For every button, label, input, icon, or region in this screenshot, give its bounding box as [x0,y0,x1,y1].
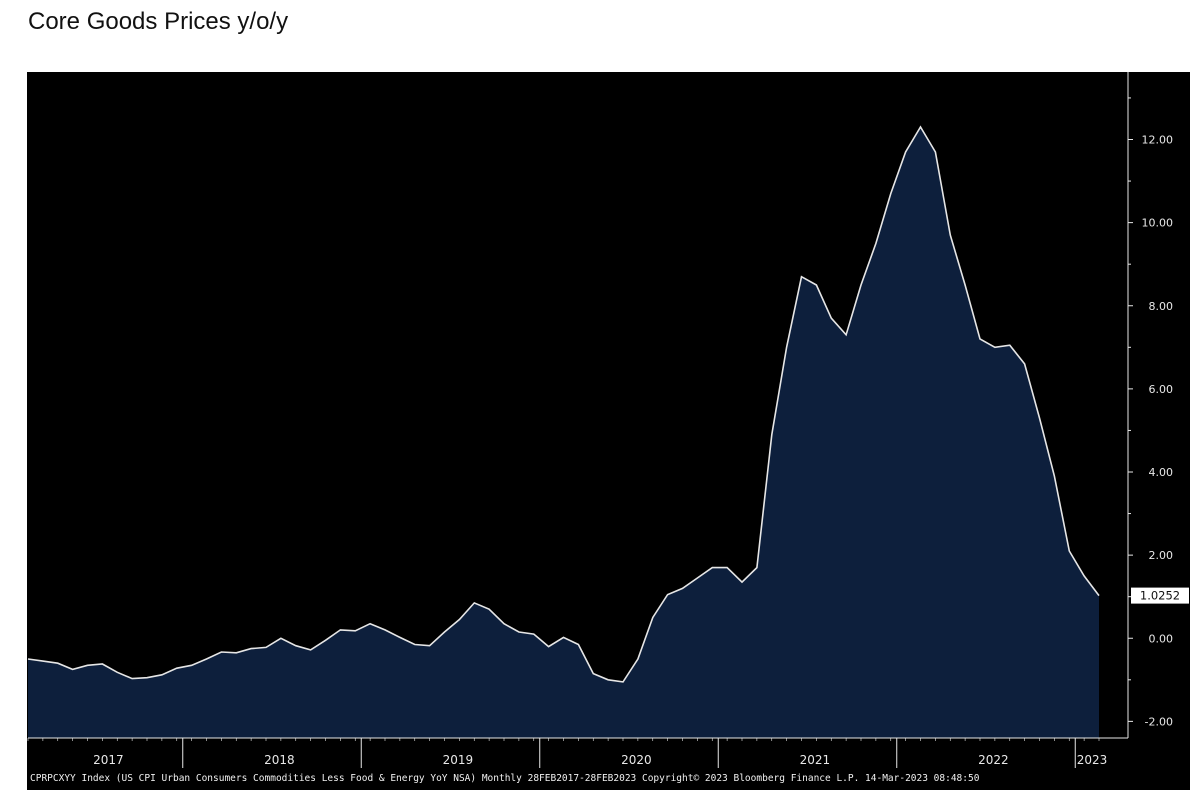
data-point [1068,550,1070,552]
data-point [295,645,297,647]
data-point [369,623,371,625]
data-point [756,567,758,569]
y-tick-label: 2.00 [1149,549,1174,562]
data-point [979,338,981,340]
chart-footer: CPRPCXYY Index (US CPI Urban Consumers C… [30,773,980,784]
last-value-marker: 1.0252 [1131,587,1189,604]
data-point [354,630,356,632]
data-point [429,645,431,647]
series-line [27,125,1100,683]
data-point [87,664,89,666]
data-point [444,631,446,633]
data-point [622,681,624,683]
y-tick-label: 12.00 [1142,134,1174,147]
data-point [1083,575,1085,577]
data-point [1009,344,1011,346]
x-year-label: 2017 [93,753,124,767]
y-tick-label: 0.00 [1149,632,1174,645]
data-point [310,649,312,651]
x-year-label: 2019 [443,753,474,767]
page-title: Core Goods Prices y/o/y [28,8,289,35]
data-point [830,317,832,319]
data-point [860,284,862,286]
x-year-label: 2022 [978,753,1009,767]
data-point [325,639,327,641]
data-point [994,346,996,348]
data-point [682,587,684,589]
data-point [637,658,639,660]
data-point [250,648,252,650]
y-tick-label: -2.00 [1145,715,1173,728]
data-point [607,679,609,681]
x-year-label: 2018 [264,753,295,767]
data-point [696,577,698,579]
data-point [786,346,788,348]
data-point [473,602,475,604]
x-year-label: 2021 [800,753,831,767]
data-point [384,629,386,631]
y-tick-label: 4.00 [1149,466,1174,479]
data-point [741,581,743,583]
data-area [28,127,1099,738]
data-point [711,567,713,569]
data-point [116,671,118,673]
y-tick-label: 6.00 [1149,383,1174,396]
data-point [131,678,133,680]
y-tick-label: 8.00 [1149,300,1174,313]
data-point [161,674,163,676]
last-value-label: 1.0252 [1140,589,1180,603]
data-point [518,631,520,633]
data-point [905,151,907,153]
data-point [1098,595,1100,597]
y-tick-label: 10.00 [1142,217,1174,230]
data-point [964,284,966,286]
data-point [890,193,892,195]
data-point [920,126,922,128]
data-point [27,658,29,660]
data-point [577,644,579,646]
data-point [801,276,803,278]
data-point [57,662,59,664]
data-point [949,234,951,236]
data-point [592,673,594,675]
data-point [280,637,282,639]
data-point [206,658,208,660]
data-point [72,668,74,670]
data-point [771,434,773,436]
data-point [488,608,490,610]
data-point [176,667,178,669]
data-point [191,664,193,666]
data-point [220,651,222,653]
data-point [414,644,416,646]
data-point [563,636,565,638]
x-axis: 2017 2018 2019 2020 2021 2022 2023 [27,738,1108,768]
data-point [399,636,401,638]
data-point [652,617,654,619]
data-point [934,151,936,153]
data-point [503,623,505,625]
data-point [1024,363,1026,365]
data-point [815,284,817,286]
x-year-label: 2020 [621,753,652,767]
data-point [235,652,237,654]
data-point [101,663,103,665]
data-point [1053,475,1055,477]
data-point [1039,417,1041,419]
data-point [533,633,535,635]
data-point [42,660,44,662]
data-point [667,594,669,596]
data-point [265,646,267,648]
data-point [726,567,728,569]
data-point [458,619,460,621]
data-point [875,242,877,244]
data-point [548,646,550,648]
data-point [845,334,847,336]
y-axis: -2.00 0.00 2.00 4.00 6.00 8.00 10.00 12.00 [1128,97,1174,728]
data-point [146,677,148,679]
x-year-label: 2023 [1077,753,1108,767]
data-point [339,629,341,631]
last-value-background [1131,587,1189,604]
